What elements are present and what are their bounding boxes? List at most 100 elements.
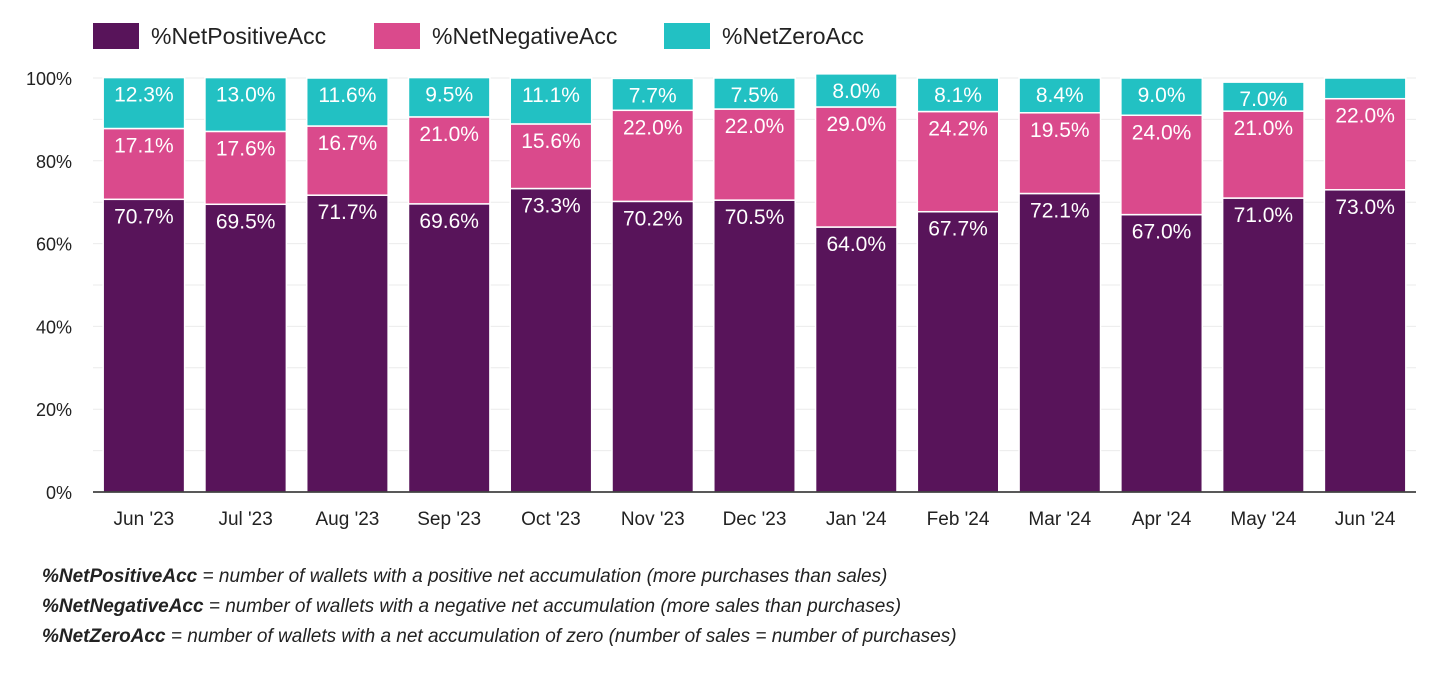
data-label: 19.5%: [1030, 119, 1090, 142]
bar-segment: [1323, 189, 1407, 493]
x-tick-label: Aug '23: [315, 509, 379, 530]
bar-segment: [814, 106, 898, 228]
bar-segment: [204, 130, 288, 206]
bar-segment: [102, 127, 186, 201]
bar-segment: [814, 73, 898, 108]
data-label: 21.0%: [1234, 117, 1294, 140]
note-term: %NetNegativeAcc: [42, 596, 204, 617]
bar-segment: [1221, 110, 1305, 199]
bar-segment: [305, 77, 389, 127]
bar-segment: [509, 187, 593, 493]
bar-segment: [509, 123, 593, 190]
data-label: 12.3%: [114, 84, 174, 107]
x-tick-label: Jul '23: [218, 509, 272, 530]
bar-segment: [713, 199, 796, 493]
bar-segment: [1120, 114, 1204, 216]
legend-item-net-negative[interactable]: %NetNegativeAcc: [374, 22, 617, 50]
data-label: 64.0%: [826, 233, 886, 256]
note-net-negative: %NetNegativeAcc = number of wallets with…: [42, 592, 957, 622]
x-tick-label: Jan '24: [826, 509, 887, 530]
bar-segment: [407, 116, 491, 205]
bar-segment: [1018, 192, 1102, 493]
data-label: 29.0%: [826, 113, 886, 136]
bar-segment: [1018, 77, 1102, 114]
data-label: 17.1%: [114, 135, 174, 158]
bar-segment: [916, 77, 1000, 113]
data-label: 73.3%: [521, 195, 581, 218]
note-definition: = number of wallets with a negative net …: [203, 596, 902, 617]
note-net-positive: %NetPositiveAcc = number of wallets with…: [42, 562, 957, 592]
bar-segment: [916, 210, 1000, 493]
legend-label-net-zero: %NetZeroAcc: [722, 22, 864, 49]
y-tick-label: 100%: [26, 69, 72, 89]
data-label: 22.0%: [623, 116, 683, 139]
data-label: 8.1%: [934, 84, 982, 107]
data-label: 11.6%: [318, 84, 376, 107]
bar-segment: [1120, 77, 1204, 117]
bar-segment: [713, 108, 796, 201]
data-label: 24.0%: [1132, 121, 1192, 144]
data-label: 7.7%: [629, 84, 677, 107]
bar-segment: [1120, 213, 1204, 493]
bar-segment: [814, 226, 898, 493]
data-label: 16.7%: [318, 132, 378, 155]
data-label: 70.5%: [725, 206, 785, 229]
note-definition: = number of wallets with a positive net …: [197, 566, 888, 587]
data-label: 69.5%: [216, 210, 276, 233]
y-tick-label: 60%: [36, 235, 72, 255]
bar-segment: [713, 77, 796, 110]
data-label: 24.2%: [928, 118, 988, 141]
x-tick-label: Nov '23: [621, 509, 685, 530]
legend-swatch-net-positive: [93, 23, 139, 49]
x-tick-label: Sep '23: [417, 509, 481, 530]
data-label: 21.0%: [419, 123, 479, 146]
data-label: 13.0%: [216, 84, 276, 107]
data-label: 7.5%: [731, 84, 779, 107]
data-label: 7.0%: [1239, 88, 1287, 111]
note-term: %NetPositiveAcc: [42, 566, 198, 587]
y-tick-label: 40%: [36, 317, 72, 337]
note-definition: = number of wallets with a net accumulat…: [165, 626, 957, 647]
bar-segment: [204, 76, 288, 133]
stacked-bar-chart: 0% 20% 40% 60% 80% 100% 70.7% 17.1% 12.3% Jun '23…: [26, 69, 1416, 530]
data-label: 73.0%: [1335, 196, 1395, 219]
data-label: 15.6%: [521, 130, 581, 153]
legend-item-net-zero[interactable]: %NetZeroAcc: [664, 22, 864, 50]
data-label: 8.4%: [1036, 84, 1084, 107]
x-tick-label: Mar '24: [1028, 509, 1091, 530]
data-label: 22.0%: [1335, 105, 1395, 128]
bar-segment: [1018, 112, 1102, 195]
bar-segment: [407, 76, 491, 118]
x-tick-label: Dec '23: [723, 509, 787, 530]
legend-item-net-positive[interactable]: %NetPositiveAcc: [93, 22, 326, 50]
legend-swatch-net-negative: [374, 23, 420, 49]
data-label: 71.0%: [1234, 204, 1294, 227]
data-label: 9.0%: [1138, 84, 1186, 107]
legend-label-net-negative: %NetNegativeAcc: [432, 22, 618, 49]
y-tick-label: 80%: [36, 152, 72, 172]
data-label: 9.5%: [425, 84, 473, 107]
bar-segment: [611, 109, 695, 203]
x-tick-label: Oct '23: [521, 509, 581, 530]
bar-segment: [102, 198, 186, 493]
bar-segment: [407, 203, 491, 493]
bar-segment: [1221, 81, 1305, 112]
y-tick-label: 0%: [46, 483, 72, 503]
data-label: 17.6%: [216, 137, 276, 160]
y-tick-label: 20%: [36, 400, 72, 420]
legend-swatch-net-zero: [664, 23, 710, 49]
data-label: 70.2%: [623, 207, 683, 230]
bar-segment: [1323, 77, 1407, 100]
x-tick-label: May '24: [1230, 509, 1296, 530]
x-tick-label: Feb '24: [927, 509, 990, 530]
bar-segment: [916, 110, 1000, 213]
data-label: 71.7%: [318, 201, 378, 224]
bar-segment: [204, 203, 288, 493]
x-tick-label: Jun '24: [1335, 509, 1396, 530]
data-label: 67.7%: [928, 218, 988, 241]
definition-notes: %NetPositiveAcc = number of wallets with…: [42, 562, 957, 652]
data-label: 8.0%: [832, 80, 880, 103]
bar-segment: [509, 77, 593, 125]
bar-segment: [102, 76, 186, 130]
bar-segment: [1323, 97, 1407, 191]
